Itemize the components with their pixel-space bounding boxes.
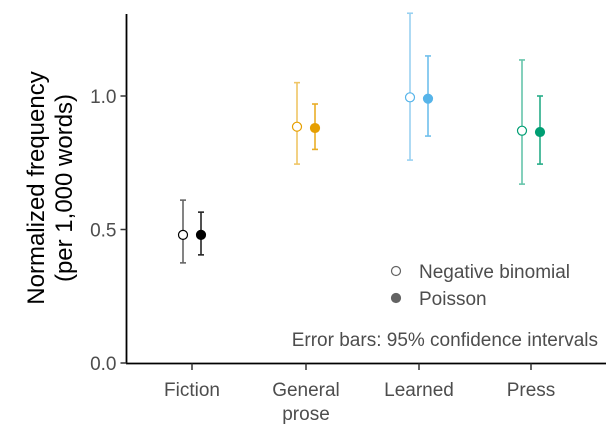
y-axis-title-line-1: Normalized frequency: [23, 71, 50, 304]
error-bar-press-negative-binomial: [519, 59, 525, 185]
x-ticks: Fiction General prose Learned Press: [164, 363, 556, 425]
y-ticks: 0.0 0.5 1.0: [90, 87, 127, 375]
points: [177, 92, 546, 240]
legend-label-poisson: Poisson: [419, 289, 487, 310]
x-tick-label-general-prose: General: [272, 380, 340, 401]
point-fiction-negative-binomial: [177, 229, 189, 240]
legend-filled-circle-icon: [390, 292, 402, 304]
y-axis-title: Normalized frequency (per 1,000 words): [23, 71, 78, 304]
point-learned-negative-binomial: [404, 92, 416, 103]
x-tick-label-learned: Learned: [384, 380, 454, 401]
error-bars: [180, 12, 543, 264]
annotation-note: Error bars: 95% confidence intervals: [292, 330, 598, 351]
y-tick-label: 0.0: [90, 354, 116, 375]
y-tick-label: 1.0: [90, 87, 116, 108]
legend: Negative binomial Poisson: [390, 262, 570, 310]
point-learned-poisson: [422, 93, 434, 104]
y-axis-title-line-2: (per 1,000 words): [51, 94, 78, 282]
x-tick-label-fiction: Fiction: [164, 380, 220, 401]
legend-label-negative-binomial: Negative binomial: [419, 262, 570, 283]
point-general-prose-negative-binomial: [291, 121, 303, 132]
point-press-negative-binomial: [516, 125, 528, 136]
y-tick-label: 0.5: [90, 221, 116, 242]
x-tick-label-general-prose: prose: [282, 404, 330, 425]
point-press-poisson: [534, 126, 546, 138]
point-fiction-poisson: [195, 229, 207, 240]
x-tick-label-press: Press: [507, 380, 556, 401]
point-general-prose-poisson: [309, 122, 321, 134]
error-bar-learned-negative-binomial: [407, 12, 413, 161]
legend-hollow-circle-icon: [390, 265, 402, 277]
